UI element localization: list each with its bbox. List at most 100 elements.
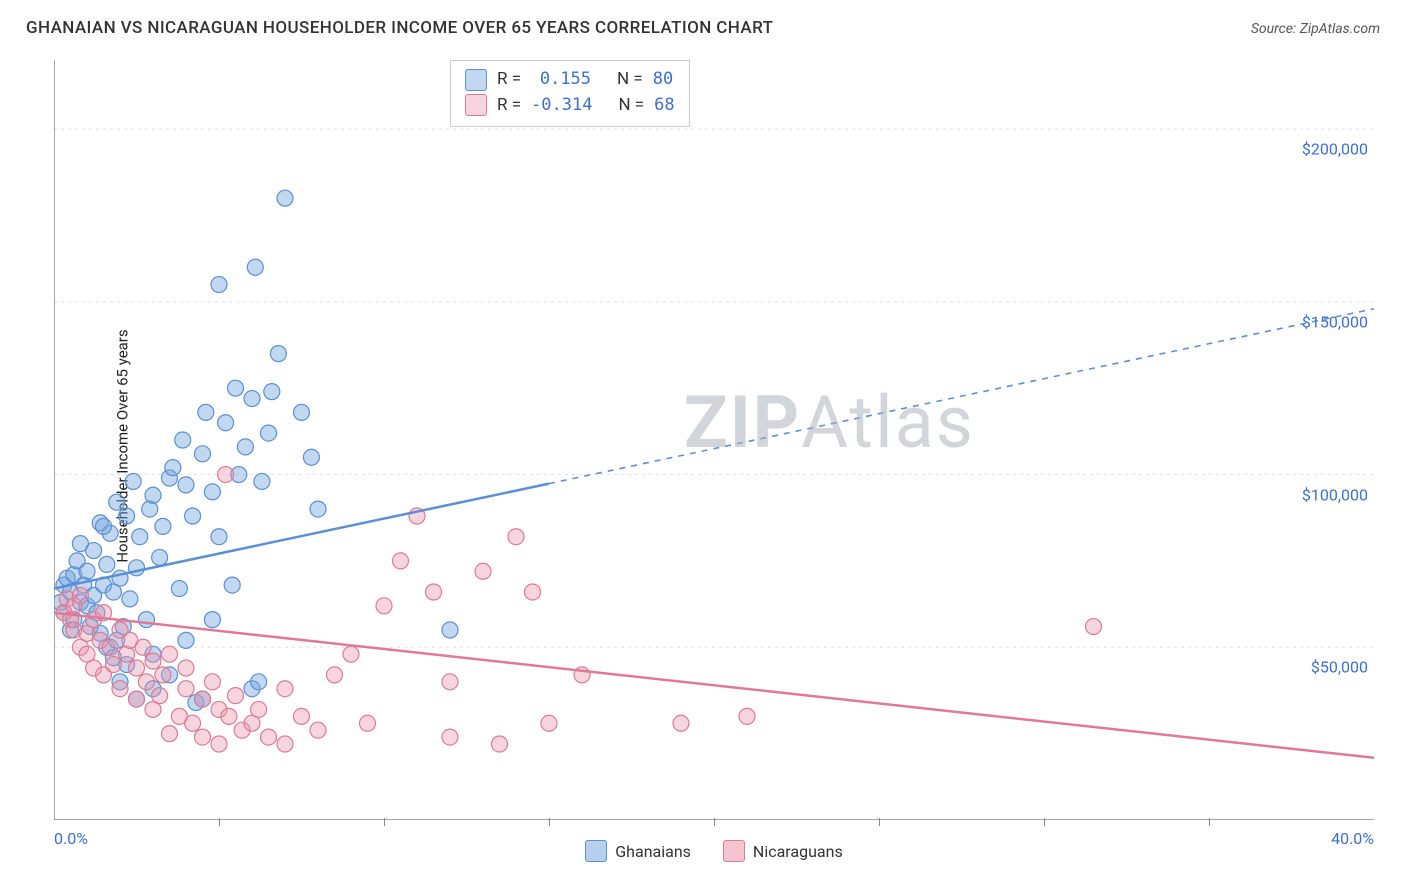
scatter-point [254, 473, 270, 489]
scatter-point [247, 259, 263, 275]
scatter-point [224, 577, 240, 593]
scatter-point [109, 494, 125, 510]
legend-label: Ghanaians [615, 842, 691, 861]
scatter-point [152, 688, 168, 704]
scatter-point [178, 660, 194, 676]
stat-R-label: R = [497, 93, 521, 119]
scatter-point [129, 691, 145, 707]
scatter-point [442, 622, 458, 638]
trend-line-extrapolated [549, 309, 1374, 484]
y-tick-label: $200,000 [1302, 140, 1368, 159]
scatter-point [86, 543, 102, 559]
scatter-point [112, 681, 128, 697]
scatter-point [228, 380, 244, 396]
stat-R-value: -0.314 [531, 93, 592, 119]
scatter-point [175, 432, 191, 448]
scatter-point [303, 449, 319, 465]
scatter-point [211, 277, 227, 293]
stats-row: R = 0.155 N = 80 [465, 67, 675, 93]
source-label: Source: ZipAtlas.com [1251, 21, 1380, 37]
scatter-chart-svg [54, 60, 1374, 820]
y-tick-label: $50,000 [1311, 658, 1368, 677]
scatter-point [525, 584, 541, 600]
stat-N-value: 68 [654, 93, 674, 119]
scatter-point [99, 556, 115, 572]
stat-R-value: 0.155 [531, 67, 591, 93]
scatter-point [162, 726, 178, 742]
stat-N-label: N = [618, 93, 644, 119]
scatter-point [475, 563, 491, 579]
legend-item: Nicaraguans [723, 840, 843, 862]
scatter-point [79, 563, 95, 579]
scatter-point [152, 549, 168, 565]
x-tick-mark [384, 818, 385, 826]
scatter-point [145, 487, 161, 503]
bottom-legend: Ghanaians Nicaraguans [54, 840, 1374, 862]
scatter-point [508, 529, 524, 545]
series-swatch [465, 94, 487, 116]
scatter-point [155, 667, 171, 683]
scatter-point [122, 591, 138, 607]
scatter-point [218, 415, 234, 431]
scatter-point [264, 384, 280, 400]
scatter-point [195, 691, 211, 707]
scatter-point [138, 674, 154, 690]
scatter-point [138, 612, 154, 628]
scatter-point [310, 722, 326, 738]
scatter-point [244, 391, 260, 407]
scatter-point [204, 612, 220, 628]
scatter-point [178, 632, 194, 648]
stat-N-value: 80 [653, 67, 673, 93]
scatter-point [204, 674, 220, 690]
scatter-point [277, 681, 293, 697]
stat-R-label: R = [497, 67, 521, 93]
chart-plot-area: ZIPAtlas R =0.155N =80R =-0.314N =68 0.0… [54, 60, 1374, 820]
scatter-point [155, 518, 171, 534]
scatter-point [1086, 619, 1102, 635]
scatter-point [294, 404, 310, 420]
scatter-point [135, 639, 151, 655]
stat-N-label: N = [617, 67, 643, 93]
x-tick-mark [219, 818, 220, 826]
scatter-point [132, 529, 148, 545]
legend-swatch [723, 840, 745, 862]
scatter-point [195, 729, 211, 745]
scatter-point [221, 708, 237, 724]
chart-title: GHANAIAN VS NICARAGUAN HOUSEHOLDER INCOM… [26, 18, 773, 38]
scatter-point [72, 587, 88, 603]
series-swatch [465, 69, 487, 91]
scatter-point [492, 736, 508, 752]
scatter-point [119, 508, 135, 524]
scatter-point [442, 729, 458, 745]
x-tick-mark [549, 818, 550, 826]
stats-row: R = -0.314 N = 68 [465, 93, 675, 119]
scatter-point [294, 708, 310, 724]
scatter-point [739, 708, 755, 724]
scatter-point [343, 646, 359, 662]
y-tick-label: $150,000 [1302, 312, 1368, 331]
scatter-point [393, 553, 409, 569]
scatter-point [261, 425, 277, 441]
scatter-point [198, 404, 214, 420]
scatter-point [185, 508, 201, 524]
scatter-point [102, 639, 118, 655]
scatter-point [178, 477, 194, 493]
x-tick-mark [879, 818, 880, 826]
scatter-point [228, 688, 244, 704]
scatter-point [171, 581, 187, 597]
scatter-point [125, 473, 141, 489]
scatter-point [237, 439, 253, 455]
scatter-point [376, 598, 392, 614]
scatter-point [211, 736, 227, 752]
scatter-point [541, 715, 557, 731]
scatter-point [426, 584, 442, 600]
scatter-point [211, 529, 227, 545]
scatter-point [145, 653, 161, 669]
legend-swatch [585, 840, 607, 862]
legend-item: Ghanaians [585, 840, 691, 862]
x-tick-mark [714, 818, 715, 826]
scatter-point [310, 501, 326, 517]
scatter-point [195, 446, 211, 462]
y-tick-label: $100,000 [1302, 485, 1368, 504]
x-tick-mark [1209, 818, 1210, 826]
